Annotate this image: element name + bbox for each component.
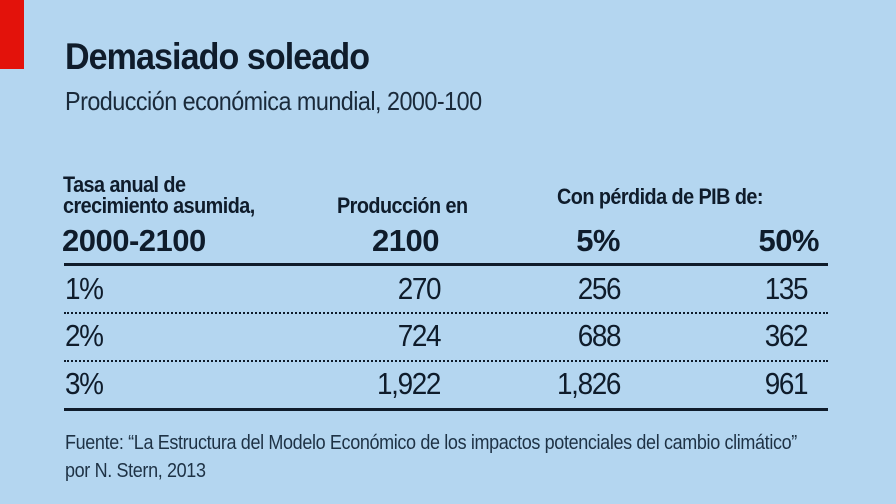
top-rule — [64, 263, 828, 266]
header-loss-50: 50% — [758, 223, 819, 258]
cell-rate: 2% — [65, 318, 104, 353]
source-note: Fuente: “La Estructura del Modelo Económ… — [65, 432, 797, 482]
header-rate-years: 2000-2100 — [62, 223, 206, 258]
cell-loss50: 135 — [764, 271, 808, 306]
brand-red-bar — [0, 0, 24, 69]
cell-production: 724 — [397, 318, 441, 353]
chart-subtitle: Producción económica mundial, 2000-100 — [65, 86, 482, 116]
cell-loss50: 961 — [764, 366, 808, 401]
cell-loss50: 362 — [764, 318, 808, 353]
cell-loss5: 256 — [577, 271, 621, 306]
header-production-year: 2100 — [372, 223, 439, 258]
header-rate-line1: Tasa anual de — [63, 172, 186, 197]
header-rate-line2: crecimiento asumida, — [63, 193, 255, 218]
cell-rate: 1% — [65, 271, 104, 306]
header-loss-5: 5% — [576, 223, 620, 258]
cell-production: 270 — [397, 271, 441, 306]
cell-loss5: 688 — [577, 318, 621, 353]
cell-loss5: 1,826 — [556, 366, 621, 401]
header-loss-group: Con pérdida de PIB de: — [557, 184, 763, 209]
bottom-rule — [64, 408, 828, 411]
cell-production: 1,922 — [376, 366, 441, 401]
cell-rate: 3% — [65, 366, 104, 401]
chart-title: Demasiado soleado — [65, 36, 370, 77]
row-divider — [64, 312, 828, 314]
header-production-line1: Producción en — [337, 193, 468, 218]
row-divider — [64, 360, 828, 362]
